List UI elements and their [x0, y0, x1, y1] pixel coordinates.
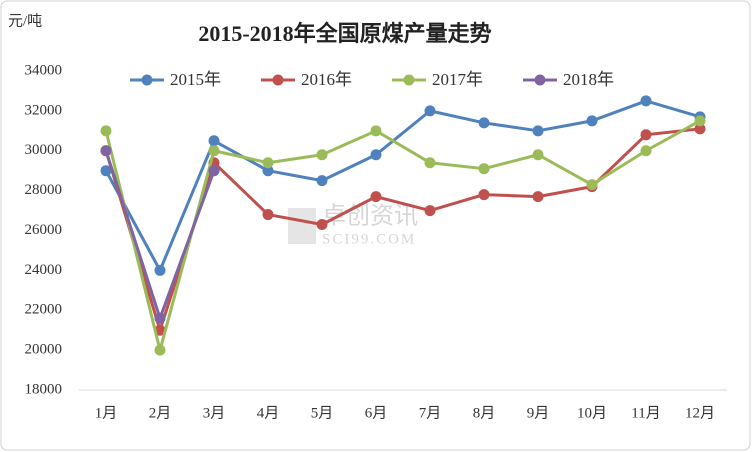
- x-tick-label: 1月: [95, 405, 118, 421]
- data-point: [478, 117, 490, 129]
- data-point: [316, 175, 328, 187]
- data-point: [154, 264, 166, 276]
- watermark-logo: [288, 208, 316, 244]
- chart-title: 2015-2018年全国原煤产量走势: [198, 21, 491, 46]
- y-tick-label: 24000: [25, 262, 63, 278]
- data-point: [208, 145, 220, 157]
- data-point: [424, 205, 436, 217]
- data-point: [424, 157, 436, 169]
- data-point: [640, 145, 652, 157]
- data-point: [532, 191, 544, 203]
- x-tick-label: 9月: [527, 405, 550, 421]
- data-point: [316, 149, 328, 161]
- legend-marker: [141, 74, 153, 86]
- data-point: [262, 209, 274, 221]
- data-point: [694, 123, 706, 135]
- data-point: [478, 189, 490, 201]
- data-point: [208, 165, 220, 177]
- data-point: [532, 125, 544, 137]
- data-point: [532, 149, 544, 161]
- legend-label: 2015年: [170, 70, 221, 89]
- data-point: [370, 149, 382, 161]
- data-point: [154, 344, 166, 356]
- x-tick-label: 11月: [631, 405, 660, 421]
- data-point: [370, 191, 382, 203]
- legend-marker: [534, 74, 546, 86]
- y-axis-label: 元/吨: [8, 12, 42, 29]
- data-point: [262, 165, 274, 177]
- x-tick-label: 6月: [365, 405, 388, 421]
- y-tick-label: 22000: [25, 302, 63, 318]
- data-point: [262, 157, 274, 169]
- x-tick-label: 8月: [473, 405, 496, 421]
- y-tick-label: 32000: [25, 102, 63, 118]
- legend-label: 2017年: [432, 70, 483, 89]
- legend-marker: [272, 74, 284, 86]
- series-line: [104, 99, 701, 272]
- data-point: [694, 115, 706, 127]
- data-point: [370, 125, 382, 137]
- y-tick-label: 20000: [25, 342, 63, 358]
- data-point: [424, 105, 436, 117]
- y-tick-label: 28000: [25, 182, 63, 198]
- data-point: [478, 163, 490, 175]
- y-tick-label: 34000: [25, 62, 63, 78]
- data-point: [640, 129, 652, 141]
- x-tick-label: 12月: [685, 405, 715, 421]
- legend-label: 2018年: [563, 70, 614, 89]
- data-point: [154, 312, 166, 324]
- x-tick-label: 5月: [311, 405, 334, 421]
- data-point: [208, 135, 220, 147]
- legend-marker: [403, 74, 415, 86]
- data-point: [100, 125, 112, 137]
- x-tick-label: 4月: [257, 405, 280, 421]
- y-tick-label: 18000: [25, 381, 63, 397]
- legend-label: 2016年: [301, 70, 352, 89]
- data-point: [100, 145, 112, 157]
- x-tick-label: 2月: [149, 405, 172, 421]
- data-point: [316, 219, 328, 231]
- x-tick-label: 3月: [203, 405, 226, 421]
- data-point: [640, 95, 652, 107]
- watermark: SCI99.COM: [322, 231, 416, 247]
- x-tick-label: 10月: [577, 405, 607, 421]
- y-tick-label: 26000: [25, 222, 63, 238]
- x-tick-label: 7月: [419, 405, 442, 421]
- data-point: [100, 165, 112, 177]
- series-line: [104, 119, 701, 352]
- y-tick-label: 30000: [25, 142, 63, 158]
- data-point: [586, 115, 598, 127]
- data-point: [586, 179, 598, 191]
